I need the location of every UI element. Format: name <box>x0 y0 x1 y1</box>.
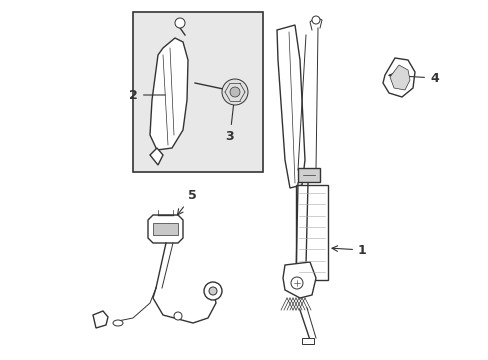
Circle shape <box>203 282 222 300</box>
Text: 4: 4 <box>388 72 438 85</box>
Circle shape <box>222 79 247 105</box>
Polygon shape <box>148 215 183 243</box>
Polygon shape <box>276 25 305 188</box>
Circle shape <box>174 312 182 320</box>
Polygon shape <box>150 148 163 165</box>
Circle shape <box>208 287 217 295</box>
Bar <box>133 12 263 172</box>
Bar <box>302 338 313 344</box>
Circle shape <box>290 277 303 289</box>
Ellipse shape <box>113 320 123 326</box>
Polygon shape <box>150 38 187 150</box>
Circle shape <box>229 87 240 97</box>
Bar <box>297 168 319 182</box>
Text: 1: 1 <box>331 243 366 257</box>
Polygon shape <box>93 311 108 328</box>
Polygon shape <box>382 58 414 97</box>
Text: 5: 5 <box>177 189 196 215</box>
Circle shape <box>175 18 184 28</box>
Bar <box>153 223 178 235</box>
Text: 2: 2 <box>129 89 165 102</box>
Polygon shape <box>389 65 409 90</box>
Polygon shape <box>283 262 315 298</box>
Bar <box>295 185 327 280</box>
Circle shape <box>311 16 319 24</box>
Text: 3: 3 <box>225 96 236 143</box>
